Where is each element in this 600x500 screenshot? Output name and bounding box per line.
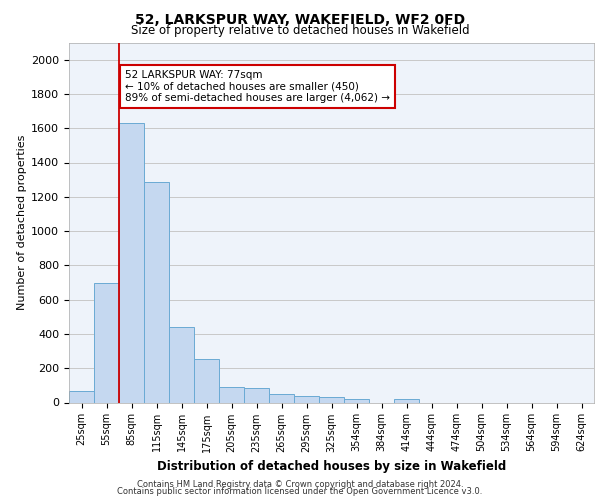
Bar: [119, 123, 144, 402]
Bar: [319, 398, 344, 402]
Text: Contains public sector information licensed under the Open Government Licence v3: Contains public sector information licen…: [118, 487, 482, 496]
Text: 52 LARKSPUR WAY: 77sqm
← 10% of detached houses are smaller (450)
89% of semi-de: 52 LARKSPUR WAY: 77sqm ← 10% of detached…: [125, 70, 390, 103]
Bar: [269, 394, 294, 402]
Bar: [69, 392, 94, 402]
Bar: [344, 399, 369, 402]
Bar: [394, 399, 419, 402]
Text: Contains HM Land Registry data © Crown copyright and database right 2024.: Contains HM Land Registry data © Crown c…: [137, 480, 463, 489]
Text: Size of property relative to detached houses in Wakefield: Size of property relative to detached ho…: [131, 24, 469, 37]
Bar: [219, 387, 244, 402]
Bar: [194, 359, 219, 403]
Bar: [144, 182, 169, 402]
Bar: [294, 396, 319, 402]
Bar: [94, 284, 119, 403]
X-axis label: Distribution of detached houses by size in Wakefield: Distribution of detached houses by size …: [157, 460, 506, 473]
Bar: [244, 388, 269, 402]
Text: 52, LARKSPUR WAY, WAKEFIELD, WF2 0FD: 52, LARKSPUR WAY, WAKEFIELD, WF2 0FD: [135, 12, 465, 26]
Y-axis label: Number of detached properties: Number of detached properties: [17, 135, 27, 310]
Bar: [169, 327, 194, 402]
